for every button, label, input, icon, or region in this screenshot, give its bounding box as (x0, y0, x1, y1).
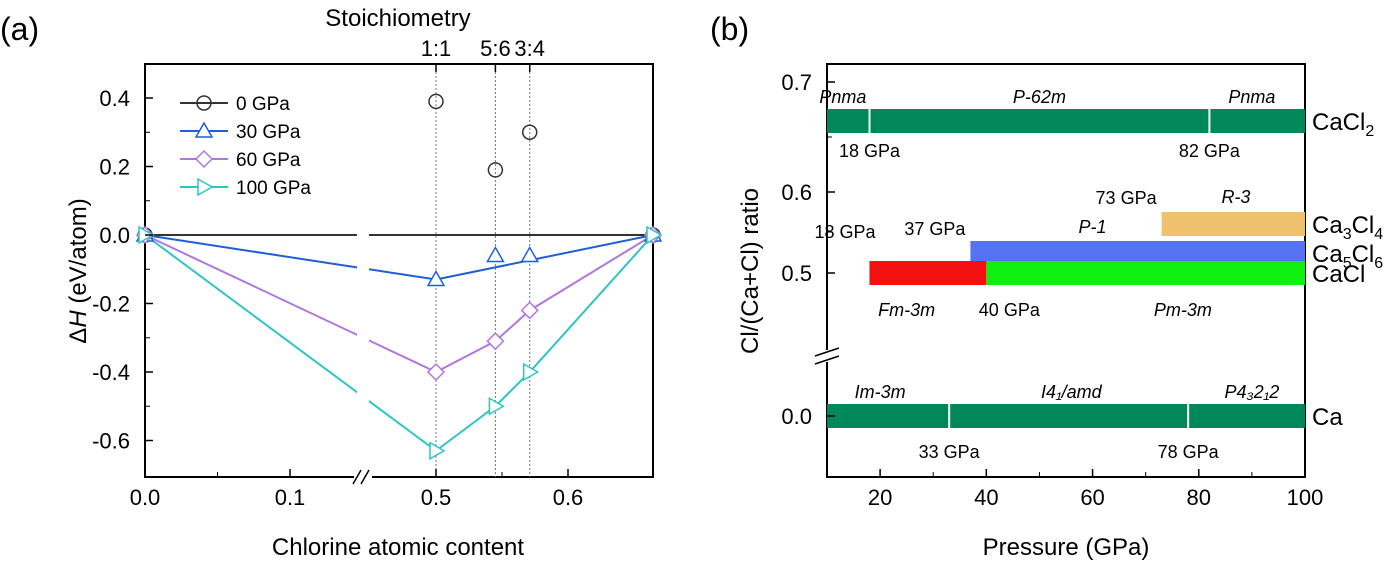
panel-a-series-lines (144, 234, 654, 453)
phase-bar (1161, 212, 1305, 236)
phase-name: R-3 (1221, 187, 1250, 207)
compound-label: CaCl (1312, 261, 1365, 288)
panel-a-axes: 1:1 5:6 3:4 0.4 0.2 0.0 -0.2 -0.4 -0.6 0.0 0.1 0.5 0… (92, 36, 583, 510)
phase-name: Pnma (819, 87, 866, 107)
x-tick-label: 0.6 (553, 485, 584, 510)
panel-a-title: Stoichiometry (325, 5, 470, 32)
x-tick-label: 20 (868, 485, 892, 510)
y-tick-label: 0.4 (99, 86, 130, 111)
y-tick-label: 0.0 (781, 404, 812, 429)
panel-a-legend: 0 GPa 30 GPa 60 GPa 100 GPa (180, 94, 311, 199)
data-point (522, 362, 540, 382)
data-point (426, 362, 446, 382)
phase-name: P-1 (1079, 217, 1107, 237)
legend-marker (197, 177, 214, 197)
data-point (487, 162, 504, 178)
axis-break-mark (360, 469, 370, 485)
y-tick-label: 0.5 (781, 261, 812, 286)
x-tick-label: 0.0 (130, 485, 161, 510)
x-tick-label: 60 (1080, 485, 1104, 510)
panel-a-frame (144, 63, 654, 478)
top-tick-label: 5:6 (480, 36, 511, 61)
transition-pressure: 40 GPa (979, 300, 1041, 320)
phase-name: Fm-3m (878, 300, 935, 320)
series-line-100-gpa (144, 234, 654, 453)
transition-pressure: 18 GPa (839, 141, 901, 161)
panel-a-ylabel: ΔH (eV/atom) (65, 198, 92, 343)
legend-label: 30 GPa (236, 122, 301, 143)
phase-bar (827, 404, 1305, 428)
data-point (521, 124, 538, 140)
data-point (486, 332, 505, 351)
axis-break-mark (814, 355, 840, 365)
phase-bar (869, 261, 987, 285)
axis-break-mark (352, 469, 362, 485)
phase-name: Im-3m (855, 382, 906, 402)
panel-b-label: (b) (710, 11, 749, 47)
panel-a: (a) Stoichiometry 1:1 5:6 3:4 0.4 0.2 0.0 -0.2… (0, 5, 663, 561)
axis-break-gap (357, 210, 369, 470)
phase-name: Pm-3m (1154, 300, 1212, 320)
panel-a-line-gaps (357, 210, 369, 470)
panel-b-ylabel: Cl/(Ca+Cl) ratio (737, 188, 764, 354)
legend-label: 0 GPa (236, 94, 290, 115)
data-point (428, 93, 444, 110)
legend-label: 100 GPa (236, 178, 311, 199)
data-point (486, 246, 505, 263)
x-tick-label: 80 (1187, 485, 1211, 510)
data-point (520, 301, 539, 320)
transition-pressure: 73 GPa (1096, 188, 1158, 208)
panel-b-annotations: Pnma P-62m Pnma 18 GPa 82 GPa CaCl2 R-3 73 GPa C… (814, 87, 1383, 462)
transition-pressure: 18 GPa (814, 222, 876, 242)
phase-name: Pnma (1228, 87, 1275, 107)
panel-b-xlabel: Pressure (GPa) (983, 534, 1150, 561)
legend-marker (196, 95, 212, 111)
compound-label: Ca (1312, 404, 1343, 431)
top-tick-label: 1:1 (421, 36, 452, 61)
y-tick-label: -0.6 (92, 429, 130, 454)
panel-a-markers (135, 93, 663, 461)
top-tick-label: 3:4 (514, 36, 545, 61)
data-point (429, 441, 446, 461)
y-tick-label: 0.6 (781, 180, 812, 205)
transition-pressure: 82 GPa (1179, 141, 1241, 161)
phase-name: P-62m (1013, 87, 1066, 107)
transition-pressure: 33 GPa (919, 442, 981, 462)
x-tick-label: 100 (1287, 485, 1324, 510)
panel-a-label: (a) (0, 11, 39, 47)
phase-name: I4₁/amd (1041, 382, 1103, 402)
data-point (646, 225, 663, 245)
compound-label: CaCl2 (1312, 109, 1374, 140)
y-tick-label: -0.2 (92, 292, 130, 317)
panel-b-bars (827, 109, 1305, 428)
y-tick-label: 0.7 (781, 70, 812, 95)
panel-a-xlabel: Chlorine atomic content (272, 534, 524, 561)
data-point (520, 246, 540, 263)
series-line-60-gpa (144, 234, 654, 374)
axis-break-mark (814, 347, 840, 357)
compound-label: Ca5Cl6 (1312, 241, 1383, 272)
x-tick-label: 0.5 (421, 485, 452, 510)
data-point (426, 270, 446, 287)
transition-pressure: 78 GPa (1158, 442, 1220, 462)
legend-marker (194, 149, 214, 169)
panel-b-axes: 20 40 60 80 100 0.7 0.6 0.5 0.0 (781, 70, 1323, 510)
y-tick-label: -0.4 (92, 360, 130, 385)
phase-name: P4₃2₁2 (1224, 382, 1279, 402)
axis-break-cover (354, 472, 372, 482)
compound-label: Ca3Cl4 (1312, 212, 1383, 243)
phase-bar (827, 109, 1305, 133)
legend-marker (194, 121, 214, 138)
phase-bar (986, 261, 1305, 285)
series-line-30-gpa (144, 234, 654, 281)
legend-label: 60 GPa (236, 150, 301, 171)
transition-pressure: 37 GPa (904, 219, 966, 239)
y-tick-label: 0.0 (99, 223, 130, 248)
x-tick-label: 0.1 (275, 485, 306, 510)
x-tick-label: 40 (974, 485, 998, 510)
y-tick-label: 0.2 (99, 155, 130, 180)
data-point (488, 396, 505, 416)
